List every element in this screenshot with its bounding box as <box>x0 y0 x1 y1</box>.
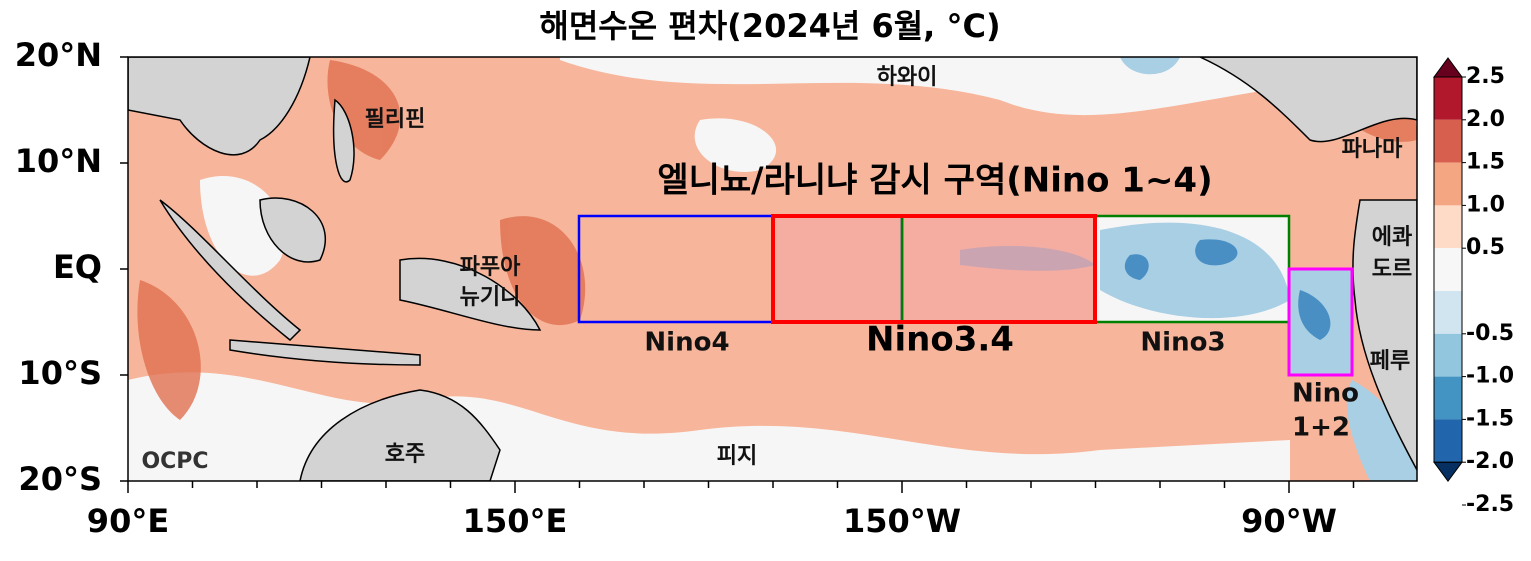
colorbar-label: -2.0 <box>1466 449 1514 474</box>
y-tick-label: 10°N <box>15 142 102 180</box>
land <box>128 57 1417 481</box>
colorbar-bin <box>1434 291 1462 334</box>
nino34-box <box>771 214 1097 324</box>
place-label: 호주 <box>385 442 425 467</box>
colorbar-label: 2.0 <box>1466 107 1505 132</box>
y-tick-label: 20°S <box>18 460 102 498</box>
x-tick-label: 150°W <box>843 502 961 540</box>
place-label: 페루 <box>1370 349 1410 374</box>
colorbar-frame <box>1433 76 1463 463</box>
place-label: 피지 <box>717 444 757 469</box>
colorbar-label: -1.5 <box>1466 406 1514 431</box>
colorbar-bin <box>1434 162 1462 206</box>
x-tick-label: 90°W <box>1241 502 1337 540</box>
credit: OCPC <box>141 449 208 474</box>
place-label: 에콰 <box>1372 225 1412 250</box>
region-title: 엘니뇨/라니냐 감시 구역(Nino 1~4) <box>657 161 1212 201</box>
colorbar-bin <box>1434 77 1462 120</box>
colorbar-label: -0.5 <box>1466 321 1514 346</box>
place-label: 필리핀 <box>365 107 426 132</box>
place-label: 파나마 <box>1342 137 1403 162</box>
colorbar-label: 0.5 <box>1466 235 1505 260</box>
region-label: Nino <box>1292 379 1359 409</box>
colorbar-label: 1.5 <box>1466 150 1505 175</box>
place-label: 파푸아 <box>460 255 521 280</box>
place-label: 뉴기니 <box>460 285 521 310</box>
colorbar-end <box>1433 57 1463 78</box>
colorbar-label: -2.5 <box>1466 492 1514 517</box>
title: 해면수온 편차(2024년 6월, °C) <box>539 7 1000 45</box>
colorbar-bin <box>1434 419 1462 463</box>
nino34-shade <box>773 216 1095 322</box>
place-label: 도르 <box>1372 257 1412 282</box>
colorbar-bin <box>1434 333 1462 377</box>
colorbar-label: 2.5 <box>1466 64 1505 89</box>
colorbar-label: -1.0 <box>1466 364 1514 389</box>
colorbar-bin <box>1434 119 1462 163</box>
y-tick-label: 10°S <box>18 354 102 392</box>
map-area <box>128 57 1417 481</box>
colorbar-bin <box>1434 376 1462 420</box>
colorbar-bin <box>1434 205 1462 249</box>
x-tick-label: 90°E <box>87 502 169 540</box>
region-label: Nino4 <box>644 328 729 358</box>
region-label: Nino3.4 <box>866 320 1014 360</box>
y-tick-label: 20°N <box>15 36 102 74</box>
axes: 20°N 10°N EQ 10°S 20°S 90°E 150°E 150°W 90°W <box>15 36 1355 540</box>
x-tick-label: 150°E <box>463 502 568 540</box>
nino12-box <box>1287 267 1354 377</box>
colorbar-end <box>1433 461 1463 483</box>
colorbar-label: 1.0 <box>1466 192 1505 217</box>
region-label: 1+2 <box>1292 413 1350 443</box>
strong-cool-areas <box>1124 239 1331 340</box>
place-label: 하와이 <box>877 65 938 90</box>
region-label: Nino3 <box>1140 328 1225 358</box>
colorbar: 2.5 2.0 1.5 1.0 0.5 -0.5 -1.0 -1.5 -2.0 -2.5 <box>1433 57 1514 517</box>
colorbar-bin <box>1434 248 1462 291</box>
y-tick-label: EQ <box>53 248 102 286</box>
